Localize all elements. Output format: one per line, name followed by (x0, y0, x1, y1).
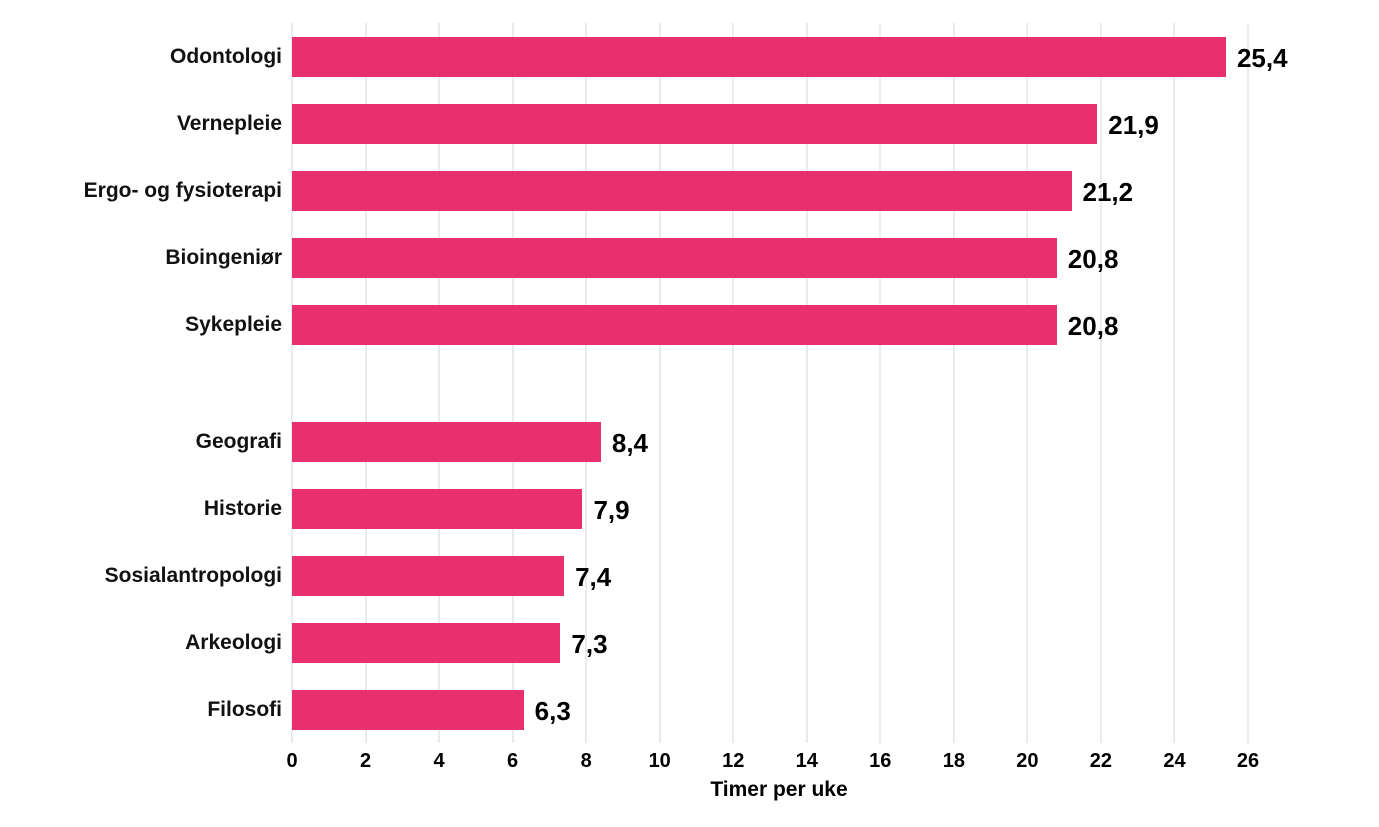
category-label: Odontologi (170, 45, 282, 68)
value-label: 21,9 (1108, 110, 1159, 140)
gridline (952, 23, 955, 743)
bar (292, 171, 1072, 211)
bar (292, 422, 601, 462)
value-label: 7,4 (575, 562, 612, 592)
value-label: 7,3 (571, 629, 608, 659)
gridline (732, 23, 735, 743)
bar (292, 623, 561, 663)
x-axis-title: Timer per uke (710, 778, 848, 801)
bar (292, 556, 565, 596)
gridline (291, 23, 293, 743)
x-tick-label: 20 (1016, 750, 1039, 772)
gridline (511, 23, 514, 743)
category-label: Vernepleie (176, 112, 282, 135)
x-tick-label: 4 (433, 750, 445, 772)
x-tick-label: 6 (507, 750, 519, 772)
x-tick-label: 2 (359, 750, 372, 772)
value-label: 8,4 (611, 428, 649, 458)
gridline (438, 23, 441, 743)
category-label: Filosofi (207, 698, 282, 721)
gridline (1173, 23, 1176, 743)
bar (292, 37, 1226, 77)
gridline (879, 23, 882, 743)
bar (292, 305, 1057, 345)
gridline (364, 23, 367, 743)
category-label: Sykepleie (185, 313, 282, 336)
gridline (658, 23, 661, 743)
category-label: Geografi (195, 430, 282, 453)
value-label: 7,9 (593, 495, 630, 525)
value-label: 25,4 (1236, 43, 1288, 73)
x-tick-label: 26 (1236, 750, 1260, 772)
category-label: Ergo- og fysioterapi (83, 179, 282, 202)
bar (292, 690, 524, 730)
gridline (1247, 23, 1249, 743)
gridline (1099, 23, 1102, 743)
category-label: Sosialantropologi (104, 564, 282, 587)
x-tick-label: 18 (942, 750, 965, 772)
x-tick-label: 22 (1089, 750, 1113, 772)
category-label: Historie (203, 497, 282, 520)
category-label: Arkeologi (185, 631, 282, 654)
value-label: 20,8 (1067, 244, 1119, 274)
gridline (1026, 23, 1029, 743)
bar (292, 489, 583, 529)
bar (292, 104, 1098, 144)
bar (292, 238, 1057, 278)
x-tick-label: 12 (722, 750, 745, 772)
x-tick-label: 14 (795, 750, 818, 772)
gridline (585, 23, 588, 743)
x-tick-label: 0 (286, 750, 298, 772)
value-label: 6,3 (534, 696, 571, 726)
gridline (805, 23, 808, 743)
x-tick-label: 24 (1163, 750, 1186, 772)
x-tick-label: 16 (869, 750, 892, 772)
x-tick-label: 10 (648, 750, 671, 772)
x-tick-label: 8 (580, 750, 592, 772)
category-label: Bioingeniør (165, 246, 282, 269)
value-label: 21,2 (1082, 177, 1134, 207)
value-label: 20,8 (1067, 311, 1119, 341)
